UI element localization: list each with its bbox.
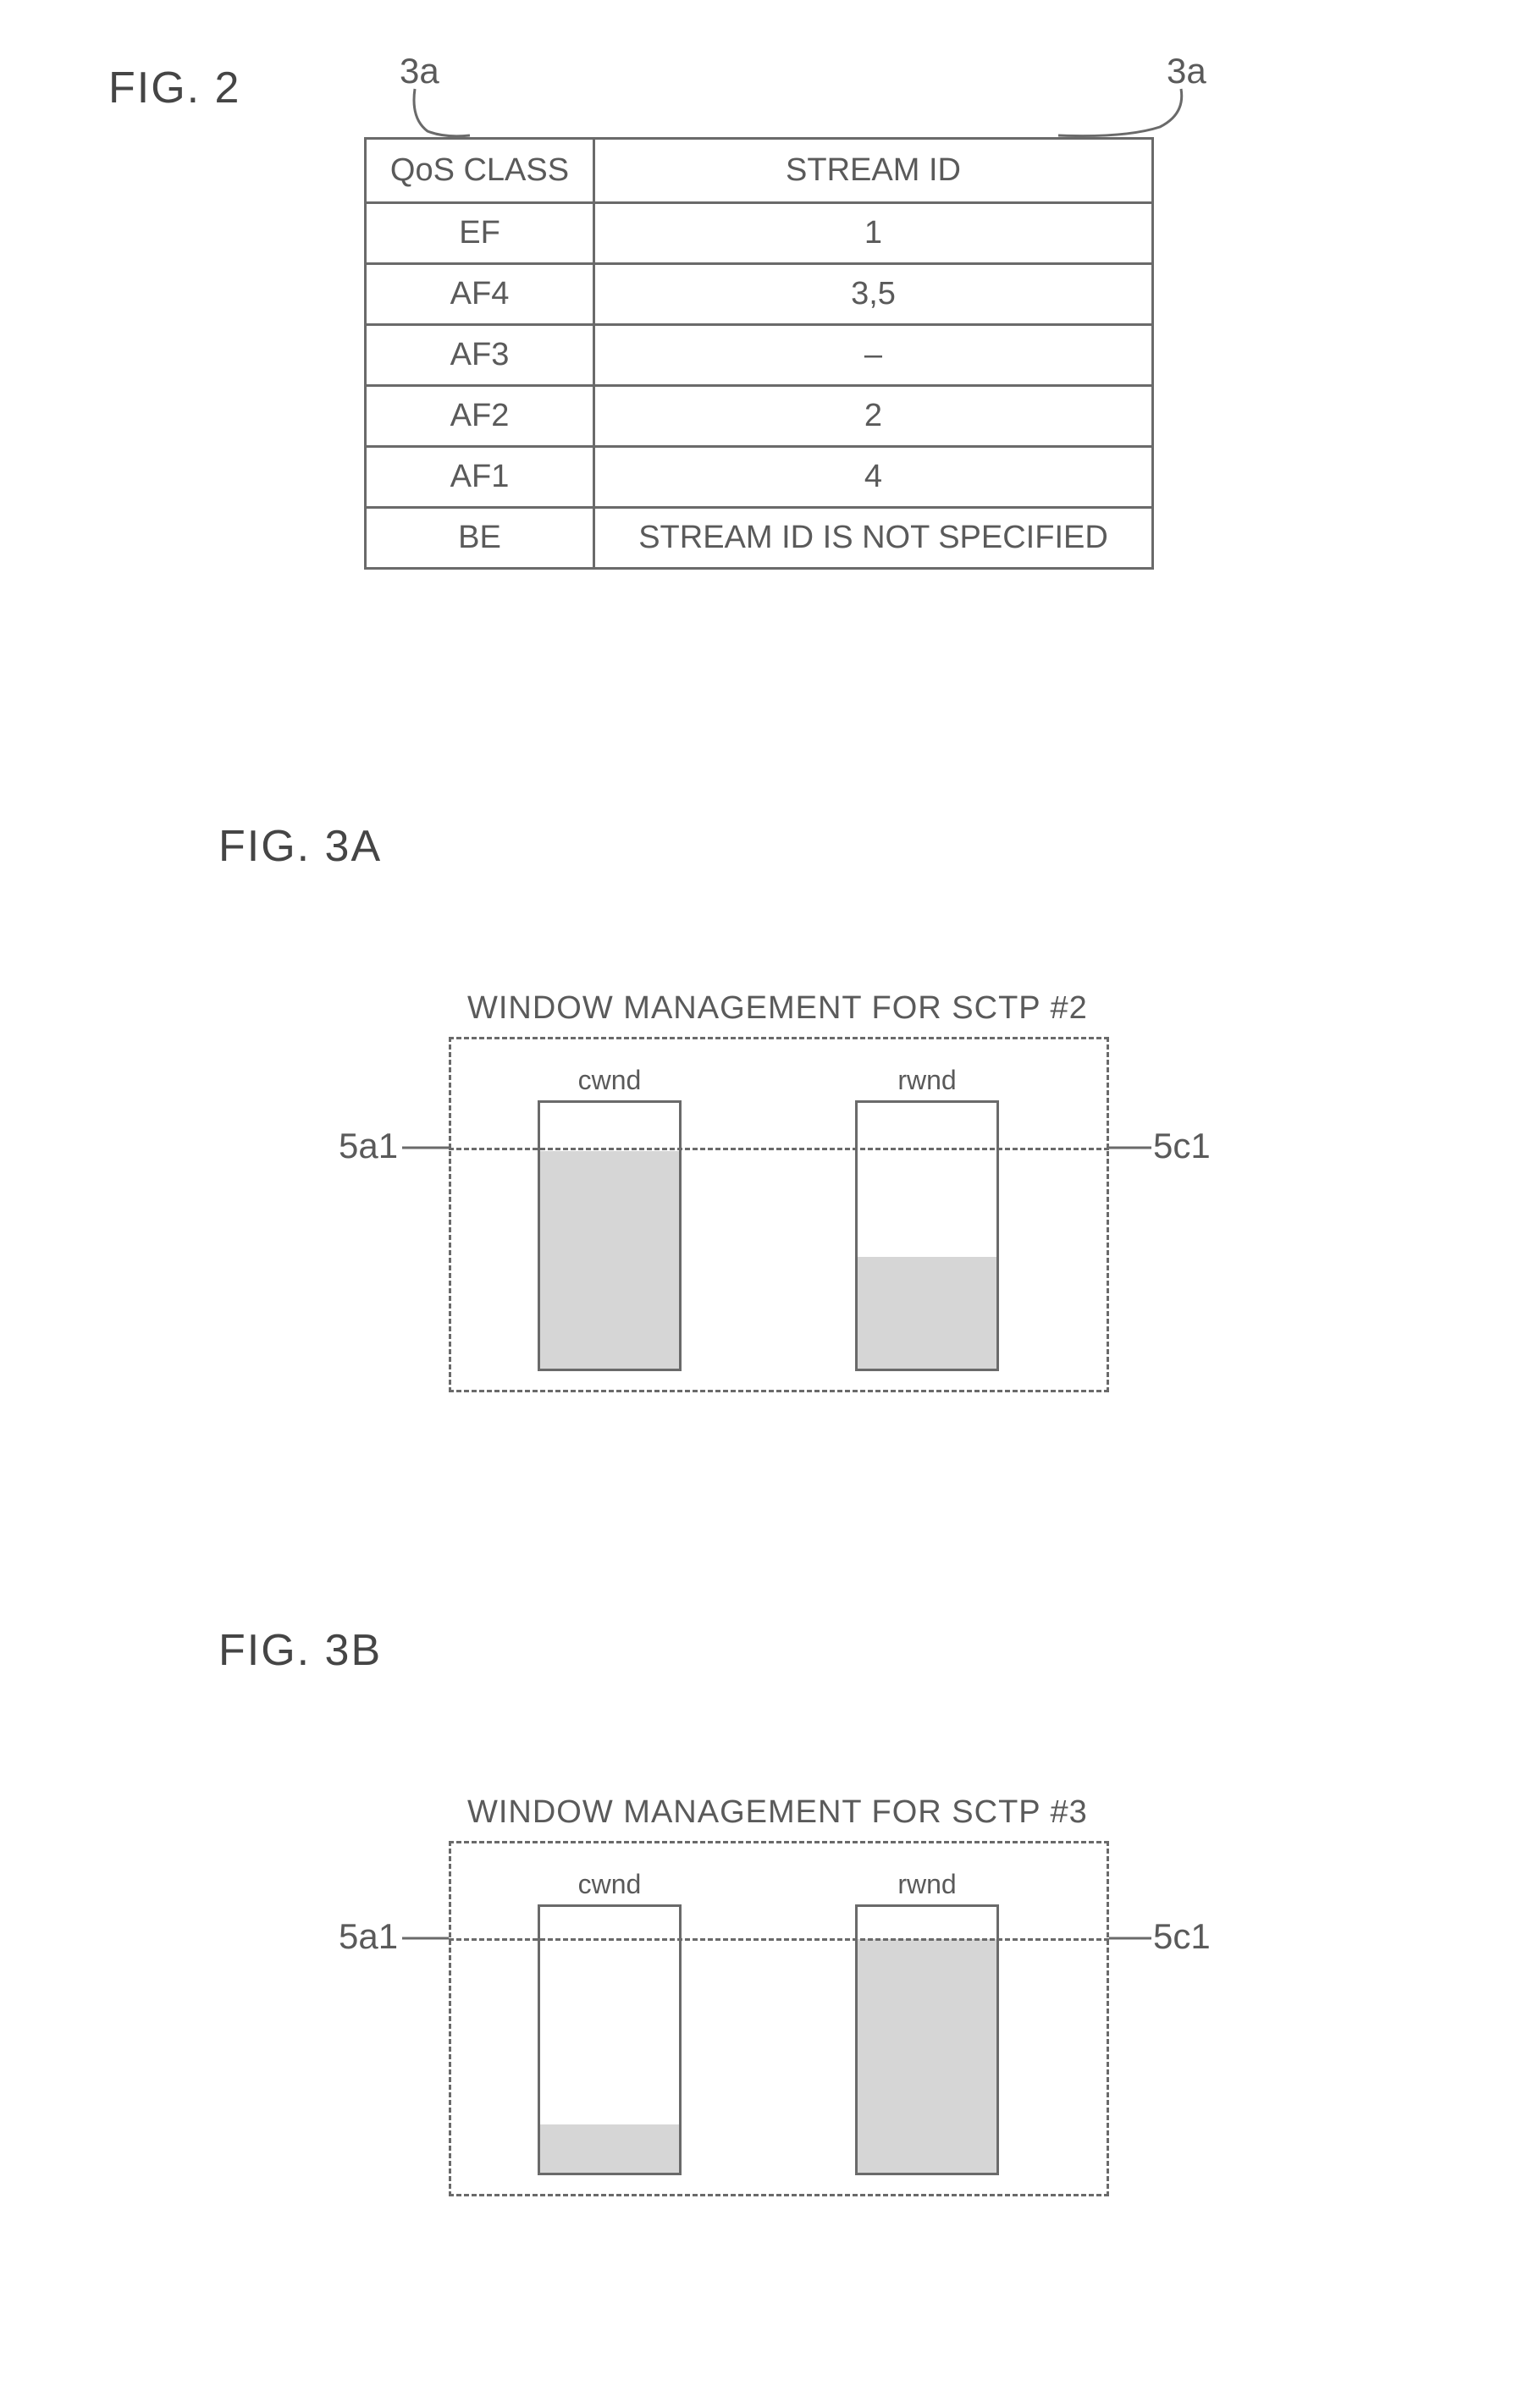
- fig3a-threshold: [449, 1148, 1109, 1150]
- fig3a-cwnd-label: cwnd: [538, 1065, 682, 1096]
- sid-cell: 3,5: [594, 264, 1153, 325]
- sid-cell: 1: [594, 203, 1153, 264]
- table-row: EF 1: [366, 203, 1153, 264]
- fig3b-rwnd-label: rwnd: [855, 1869, 999, 1900]
- fig3b-ref-left: 5a1: [339, 1916, 398, 1957]
- qos-cell: EF: [366, 203, 594, 264]
- fig3b-cwnd-bar: [538, 1904, 682, 2175]
- sid-cell: 2: [594, 386, 1153, 447]
- fig3b-threshold: [449, 1938, 1109, 1941]
- sid-cell: 4: [594, 447, 1153, 508]
- fig3b-ref-right: 5c1: [1153, 1916, 1211, 1957]
- table-row: AF4 3,5: [366, 264, 1153, 325]
- qos-table-hdr-sid: STREAM ID: [594, 139, 1153, 203]
- fig3a-ref-right: 5c1: [1153, 1126, 1211, 1166]
- qos-table-header: QoS CLASS STREAM ID: [366, 139, 1153, 203]
- fig3b-rwnd-fill: [858, 1939, 996, 2173]
- qos-cell: BE: [366, 508, 594, 569]
- table-row: BE STREAM ID IS NOT SPECIFIED: [366, 508, 1153, 569]
- table-row: AF3 –: [366, 325, 1153, 386]
- fig2-label: FIG. 2: [108, 63, 240, 113]
- fig3a-cwnd-fill: [540, 1151, 679, 1369]
- qos-table-hdr-qos: QoS CLASS: [366, 139, 594, 203]
- qos-table: QoS CLASS STREAM ID EF 1 AF4 3,5 AF3 – A…: [364, 137, 1154, 570]
- qos-cell: AF4: [366, 264, 594, 325]
- fig3b-title: WINDOW MANAGEMENT FOR SCTP #3: [467, 1794, 1088, 1831]
- fig3a-cwnd-bar: [538, 1100, 682, 1371]
- fig3a-leader-right: [1109, 1143, 1160, 1168]
- fig3b-leader-left: [402, 1933, 461, 1959]
- fig3a-rwnd-label: rwnd: [855, 1065, 999, 1096]
- fig3b-cwnd-label: cwnd: [538, 1869, 682, 1900]
- fig3a-ref-left: 5a1: [339, 1126, 398, 1166]
- fig3a-leader-left: [402, 1143, 461, 1168]
- sid-cell: –: [594, 325, 1153, 386]
- fig2-ref-right: 3a: [1167, 51, 1206, 91]
- qos-cell: AF3: [366, 325, 594, 386]
- fig3b-rwnd-bar: [855, 1904, 999, 2175]
- sid-cell: STREAM ID IS NOT SPECIFIED: [594, 508, 1153, 569]
- qos-cell: AF1: [366, 447, 594, 508]
- table-row: AF1 4: [366, 447, 1153, 508]
- fig2-ref-left: 3a: [400, 51, 439, 91]
- fig3a-rwnd-fill: [858, 1257, 996, 1369]
- fig3b-leader-right: [1109, 1933, 1160, 1959]
- table-row: AF2 2: [366, 386, 1153, 447]
- fig3b-cwnd-fill: [540, 2124, 679, 2173]
- fig3a-label: FIG. 3A: [218, 821, 382, 872]
- fig3a-rwnd-bar: [855, 1100, 999, 1371]
- qos-cell: AF2: [366, 386, 594, 447]
- fig3b-label: FIG. 3B: [218, 1625, 382, 1676]
- fig3a-title: WINDOW MANAGEMENT FOR SCTP #2: [467, 990, 1088, 1027]
